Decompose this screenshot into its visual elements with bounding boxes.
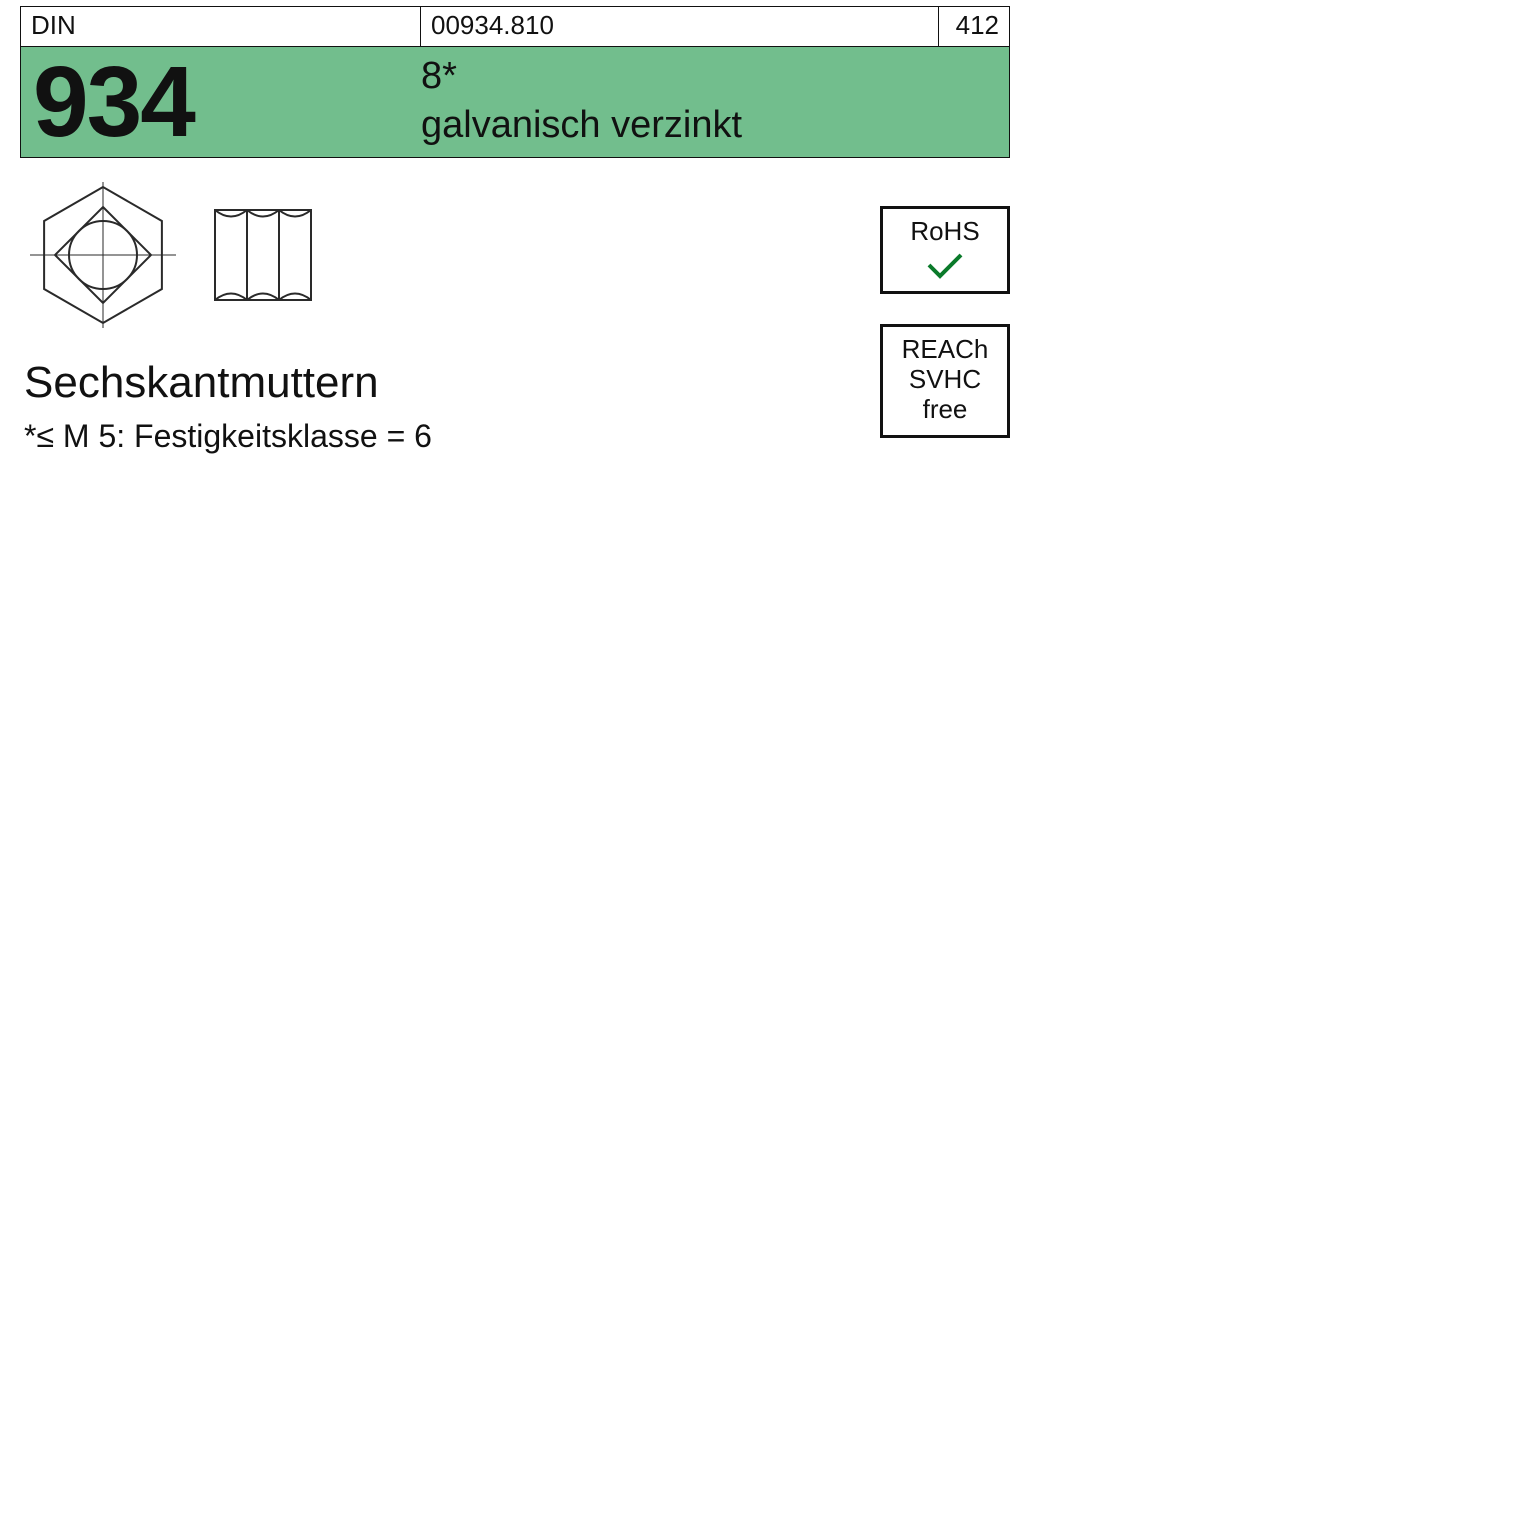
top-bar: DIN 00934.810 412 [20,6,1010,47]
product-title: Sechskantmuttern [24,358,1010,408]
finish-text: galvanisch verzinkt [421,104,999,147]
page-ref: 412 [939,7,1009,46]
strength-grade: 8* [421,55,999,98]
reach-line1: REACh [902,334,989,364]
din-number: 934 [33,52,194,152]
reach-badge: REACh SVHC free [880,324,1010,438]
title-band: 934 8* galvanisch verzinkt [20,47,1010,158]
footnote: *≤ M 5: Festigkeitsklasse = 6 [24,418,1010,455]
rohs-label: RoHS [910,216,979,246]
article-code: 00934.810 [421,7,939,46]
rohs-badge: RoHS [880,206,1010,294]
hex-nut-side-view-icon [208,180,318,330]
technical-drawing [20,180,1010,330]
check-icon [925,251,965,281]
standard-label: DIN [21,7,421,46]
hex-nut-top-view-icon [28,180,178,330]
reach-line3: free [923,394,968,424]
reach-line2: SVHC [909,364,981,394]
